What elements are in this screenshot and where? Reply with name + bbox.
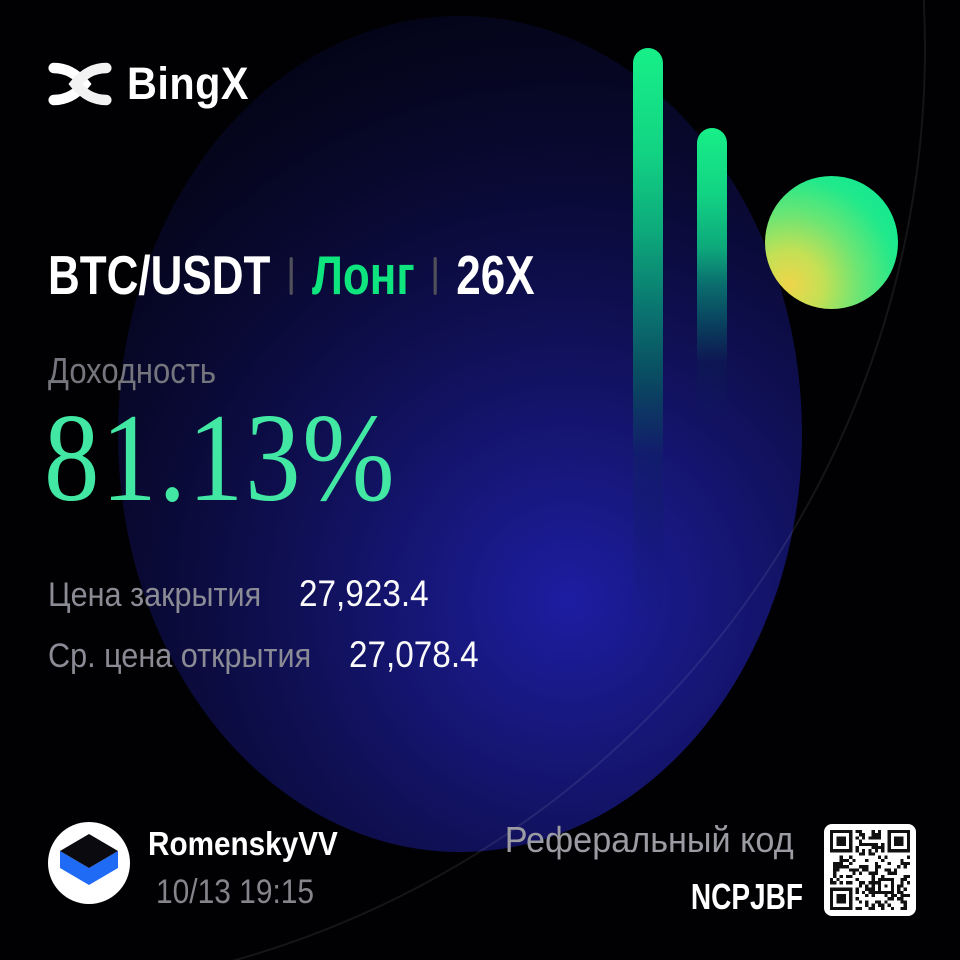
open-price-label: Ср. цена открытия bbox=[48, 637, 312, 675]
close-price-value: 27,923.4 bbox=[299, 573, 429, 614]
trading-pair: BTC/USDT bbox=[48, 244, 271, 306]
share-datetime: 10/13 19:15 bbox=[156, 873, 315, 911]
decor-bar-tall bbox=[633, 48, 663, 628]
open-price-row: Ср. цена открытия 27,078.4 bbox=[48, 634, 479, 677]
referral-label: Реферальный код bbox=[504, 819, 794, 860]
pnl-label: Доходность bbox=[48, 350, 217, 391]
decor-gradient-ball bbox=[765, 176, 898, 309]
divider bbox=[433, 256, 438, 295]
leverage: 26X bbox=[456, 244, 535, 306]
brand-header: BingX bbox=[48, 58, 260, 110]
user-avatar bbox=[48, 822, 130, 904]
position-side: Лонг bbox=[312, 244, 415, 306]
referral-block: Реферальный код NCPJBF bbox=[505, 818, 803, 918]
close-price-label: Цена закрытия bbox=[48, 576, 262, 614]
close-price-row: Цена закрытия 27,923.4 bbox=[48, 573, 429, 616]
brand-name: BingX bbox=[127, 58, 249, 109]
bingx-logo-icon bbox=[48, 62, 112, 106]
position-summary: BTC/USDT Лонг 26X bbox=[48, 248, 535, 303]
divider bbox=[289, 256, 293, 295]
referral-code: NCPJBF bbox=[690, 876, 803, 918]
referral-qr-code bbox=[824, 824, 916, 916]
pnl-value: 81.13% bbox=[44, 389, 397, 528]
open-price-value: 27,078.4 bbox=[348, 634, 479, 675]
decor-bar-short bbox=[697, 128, 727, 428]
user-name: RomenskyVV bbox=[148, 825, 338, 862]
